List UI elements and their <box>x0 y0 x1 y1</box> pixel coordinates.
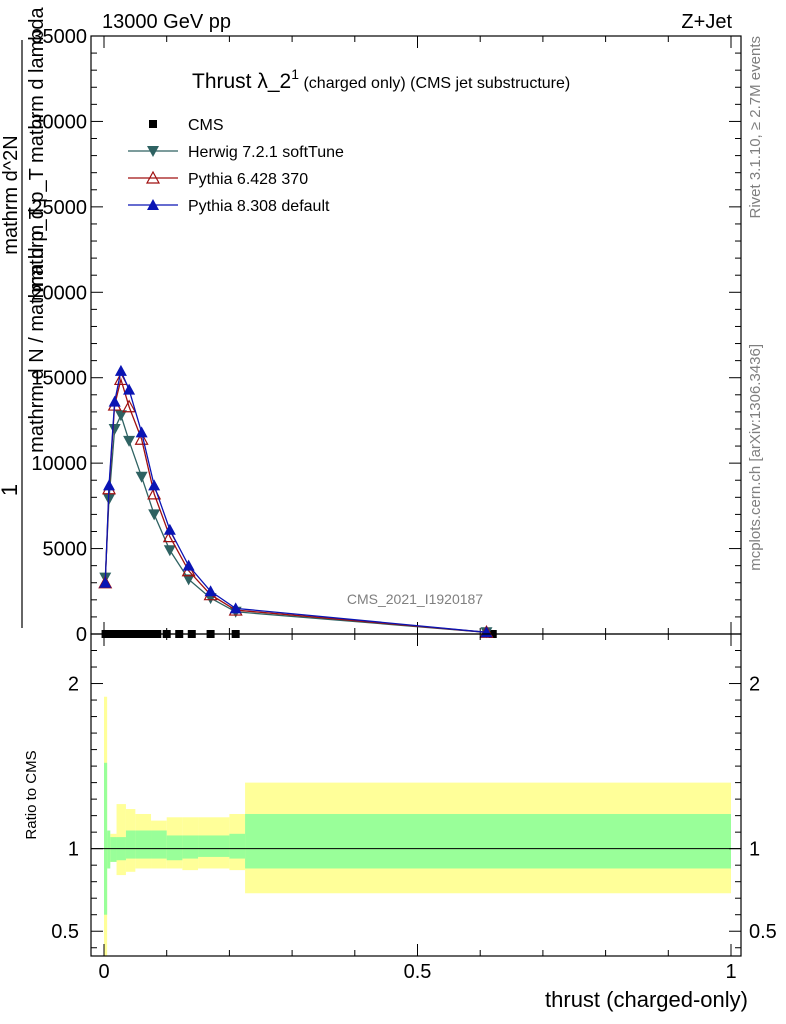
ylabel-denominator-right: mathrm d p_T mathrm d lambda <box>26 6 48 292</box>
data-point <box>108 423 121 435</box>
ratio-y-tick-label: 0.5 <box>51 921 79 943</box>
legend-marker <box>145 170 161 184</box>
ratio-panel-ticks: 0.5 0.5 1 1 2 2 0 0.5 1 <box>51 634 777 983</box>
rivet-version-label: Rivet 3.1.10, ≥ 2.7M events <box>747 36 764 219</box>
y-tick-label: 5000 <box>43 539 88 561</box>
legend-marker <box>147 199 159 210</box>
analysis-watermark: CMS_2021_I1920187 <box>347 591 483 607</box>
legend-entry: CMS <box>149 117 224 134</box>
stat-band <box>182 835 199 859</box>
stat-band <box>229 833 246 859</box>
x-tick-label: 0 <box>98 961 109 983</box>
data-point <box>135 426 148 438</box>
x-tick-label: 1 <box>725 961 736 983</box>
data-point <box>182 574 195 586</box>
y-tick-label: 10000 <box>31 453 87 475</box>
y-tick-label: 0 <box>76 624 87 646</box>
ylabel-numerator: mathrm d^2N <box>0 135 22 254</box>
data-point <box>135 471 148 483</box>
data-point <box>99 576 112 588</box>
legend-entry: Pythia 6.428 370 <box>128 170 308 188</box>
stat-band <box>107 830 111 869</box>
data-point <box>123 435 136 447</box>
data-point <box>204 585 217 597</box>
x-axis-label: thrust (charged-only) <box>545 987 748 1012</box>
ratio-panel: 0.5 0.5 1 1 2 2 0 0.5 1 <box>51 633 777 983</box>
ratio-y-tick-label: 2 <box>68 674 79 696</box>
stat-band <box>166 835 183 861</box>
y-tick-label: 35000 <box>31 26 87 48</box>
mcplots-label: mcplots.cern.ch [arXiv:1306.3436] <box>747 344 764 571</box>
y-tick-label: 15000 <box>31 368 87 390</box>
data-point <box>103 479 116 491</box>
data-point <box>123 383 136 395</box>
legend-label: Herwig 7.2.1 softTune <box>188 144 344 161</box>
stat-band <box>198 835 230 857</box>
data-point <box>114 410 127 422</box>
y-tick-label: 30000 <box>31 111 87 133</box>
ratio-panel-bands <box>91 696 741 956</box>
ylabel-denominator-left: mathrm d N / mathrm d p_T <box>26 207 48 453</box>
ratio-y-tick-label-right: 0.5 <box>749 921 777 943</box>
legend-label: Pythia 8.308 default <box>188 198 330 215</box>
ratio-ylabel: Ratio to CMS <box>23 750 40 839</box>
data-point <box>163 523 176 535</box>
main-panel-ylabel: 1 mathrm d N / mathrm d p_T mathrm d^2N … <box>0 6 48 628</box>
ratio-panel-frame <box>90 633 742 957</box>
header-left: 13000 GeV pp <box>102 11 231 33</box>
stat-band <box>135 830 152 859</box>
data-point <box>148 509 161 521</box>
ratio-y-tick-label-right: 2 <box>749 674 760 696</box>
data-point <box>229 602 242 614</box>
legend-entry: Herwig 7.2.1 softTune <box>128 144 344 161</box>
legend-label: CMS <box>188 117 224 134</box>
data-point <box>122 399 137 413</box>
data-point <box>148 479 161 491</box>
legend-marker <box>149 120 157 128</box>
stat-band <box>110 837 117 862</box>
chart-title-rest: (charged only) (CMS jet substructure) <box>299 75 570 92</box>
data-point <box>108 395 121 407</box>
stat-band <box>125 830 136 859</box>
series-line <box>104 413 487 633</box>
main-panel: 0 5000 10000 15000 20000 25000 30000 35000 CMS_… <box>31 26 742 646</box>
stat-band <box>151 830 167 859</box>
main-panel-ticks: 0 5000 10000 15000 20000 25000 30000 35000 <box>31 26 741 646</box>
legend-entry: Pythia 8.308 default <box>128 198 330 215</box>
data-point <box>134 431 149 445</box>
data-point <box>182 559 195 571</box>
legend-label: Pythia 6.428 370 <box>188 171 308 188</box>
legend-marker <box>147 146 159 157</box>
y-tick-label: 20000 <box>31 282 87 304</box>
chart-title-superscript: 1 <box>291 66 299 82</box>
series-3 <box>99 364 493 638</box>
data-point <box>114 364 127 376</box>
stat-band <box>245 813 731 869</box>
ratio-y-tick-label: 1 <box>68 839 79 861</box>
legend: CMS Herwig 7.2.1 softTune Pythia 6.428 370… <box>128 117 344 215</box>
main-panel-series <box>98 364 497 639</box>
ylabel-one: 1 <box>0 484 22 496</box>
chart-title-main: Thrust λ_2 <box>192 70 291 93</box>
ratio-y-tick-label-right: 1 <box>749 839 760 861</box>
data-point <box>163 545 176 557</box>
y-tick-label: 25000 <box>31 197 87 219</box>
x-tick-label: 0.5 <box>404 961 432 983</box>
chart-title: Thrust λ_21 (charged only) (CMS jet subs… <box>192 66 570 93</box>
stat-band <box>104 762 108 915</box>
header-right: Z+Jet <box>681 11 732 33</box>
